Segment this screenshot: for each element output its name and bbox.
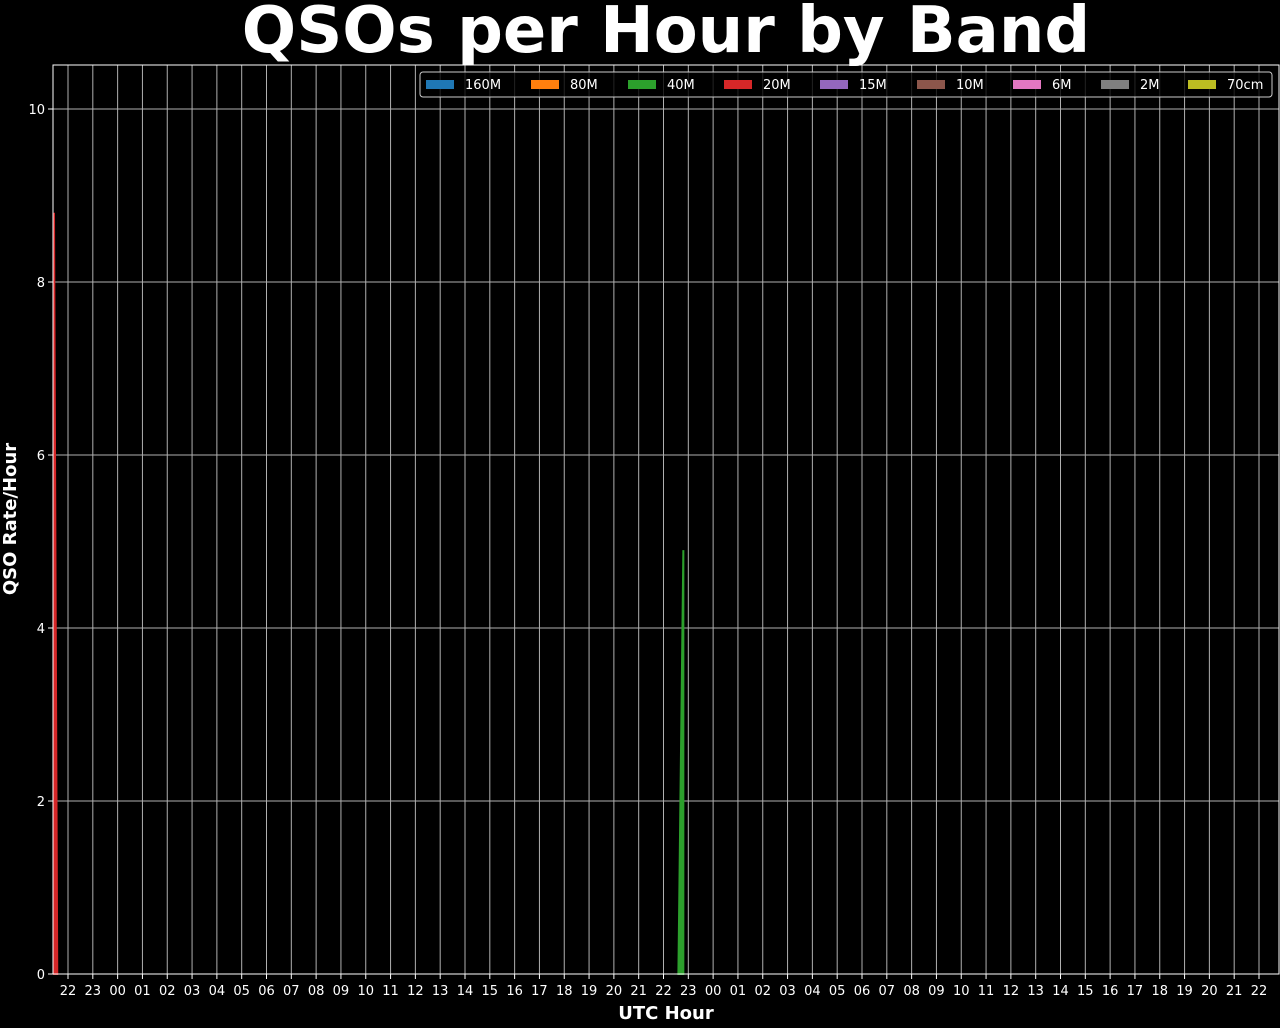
x-tick-label: 15	[1077, 984, 1094, 999]
legend-swatch	[917, 80, 945, 89]
x-tick-label: 13	[432, 984, 449, 999]
legend-swatch	[820, 80, 848, 89]
x-tick-label: 01	[730, 984, 747, 999]
x-tick-label: 11	[978, 984, 995, 999]
legend-swatch	[531, 80, 559, 89]
legend-label: 70cm	[1227, 78, 1263, 93]
legend-label: 40M	[667, 78, 695, 93]
y-axis-label: QSO Rate/Hour	[0, 443, 21, 595]
y-tick-label: 10	[28, 103, 45, 118]
x-tick-label: 02	[754, 984, 771, 999]
x-tick-label: 04	[209, 984, 226, 999]
x-tick-label: 00	[705, 984, 722, 999]
x-tick-label: 10	[953, 984, 970, 999]
x-tick-label: 07	[879, 984, 896, 999]
legend: 160M 80M 40M 20M 15M 10M 6M 2M 70cm	[419, 71, 1273, 98]
x-tick-label: 09	[928, 984, 945, 999]
legend-swatch	[628, 80, 656, 89]
legend-item-15m: 15M	[820, 78, 887, 93]
x-tick-label: 11	[382, 984, 399, 999]
x-tick-label: 06	[258, 984, 275, 999]
y-tick-label: 6	[37, 449, 45, 464]
chart-title: QSOs per Hour by Band	[242, 0, 1090, 68]
y-tick-label: 4	[37, 622, 45, 637]
y-tick-label: 0	[37, 968, 45, 983]
x-tick-label: 19	[1176, 984, 1193, 999]
legend-label: 20M	[763, 78, 791, 93]
grid	[53, 65, 1279, 974]
x-tick-label: 04	[804, 984, 821, 999]
x-tick-label: 20	[606, 984, 623, 999]
x-tick-label: 03	[779, 984, 796, 999]
legend-item-160m: 160M	[426, 78, 501, 93]
x-tick-label: 22	[655, 984, 672, 999]
x-tick-label: 23	[85, 984, 102, 999]
x-tick-label: 01	[134, 984, 151, 999]
x-axis: 22 23 00 01 02 03 04 05 06 07 08 09 10 11 12 13 14 15 16 17…	[60, 974, 1268, 999]
x-tick-label: 05	[233, 984, 250, 999]
x-axis-label: UTC Hour	[618, 1003, 714, 1024]
x-tick-label: 00	[109, 984, 126, 999]
x-tick-label: 08	[308, 984, 325, 999]
legend-label: 2M	[1140, 78, 1160, 93]
x-tick-label: 14	[457, 984, 474, 999]
legend-label: 10M	[956, 78, 984, 93]
x-tick-label: 03	[184, 984, 201, 999]
x-tick-label: 16	[1102, 984, 1119, 999]
x-tick-label: 16	[506, 984, 523, 999]
legend-label: 80M	[570, 78, 598, 93]
x-tick-label: 07	[283, 984, 300, 999]
x-tick-label: 05	[829, 984, 846, 999]
legend-label: 6M	[1052, 78, 1072, 93]
x-tick-label: 12	[1003, 984, 1020, 999]
x-tick-label: 18	[1151, 984, 1168, 999]
x-tick-label: 13	[1027, 984, 1044, 999]
x-tick-label: 23	[680, 984, 697, 999]
legend-item-6m: 6M	[1013, 78, 1072, 93]
x-tick-label: 17	[531, 984, 548, 999]
plot-frame	[52, 64, 1280, 975]
legend-item-70cm: 70cm	[1188, 78, 1263, 93]
x-tick-label: 18	[556, 984, 573, 999]
x-tick-label: 21	[630, 984, 647, 999]
legend-item-40m: 40M	[628, 78, 695, 93]
x-tick-label: 17	[1127, 984, 1144, 999]
area-20m	[53, 212, 59, 975]
legend-item-10m: 10M	[917, 78, 984, 93]
x-tick-label: 06	[854, 984, 871, 999]
legend-item-2m: 2M	[1101, 78, 1160, 93]
x-tick-label: 10	[357, 984, 374, 999]
legend-swatch	[724, 80, 752, 89]
legend-label: 160M	[465, 78, 501, 93]
legend-swatch	[1013, 80, 1041, 89]
legend-swatch	[1188, 80, 1216, 89]
x-tick-label: 22	[60, 984, 77, 999]
x-tick-label: 08	[903, 984, 920, 999]
x-tick-label: 14	[1052, 984, 1069, 999]
x-tick-label: 09	[333, 984, 350, 999]
x-tick-label: 12	[407, 984, 424, 999]
legend-item-80m: 80M	[531, 78, 598, 93]
x-tick-label: 02	[159, 984, 176, 999]
x-tick-label: 22	[1251, 984, 1268, 999]
legend-label: 15M	[859, 78, 887, 93]
legend-swatch	[1101, 80, 1129, 89]
legend-swatch	[426, 80, 454, 89]
y-tick-label: 2	[37, 795, 45, 810]
x-tick-label: 20	[1201, 984, 1218, 999]
y-tick-label: 8	[37, 276, 45, 291]
y-axis: 0 2 4 6 8 10	[28, 103, 53, 983]
x-tick-label: 15	[482, 984, 499, 999]
x-tick-label: 21	[1226, 984, 1243, 999]
x-tick-label: 19	[581, 984, 598, 999]
legend-item-20m: 20M	[724, 78, 791, 93]
area-40m	[677, 550, 685, 975]
